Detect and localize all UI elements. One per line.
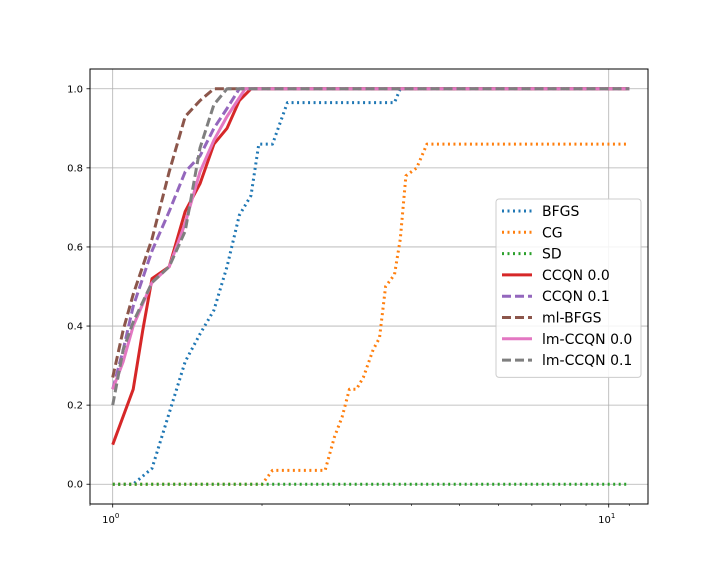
y-tick-label: 0.8 (67, 163, 83, 174)
legend-label: lm-CCQN 0.0 (542, 332, 632, 348)
series-line-lm-ccqn-0-1 (111, 87, 630, 406)
legend-label: CCQN 0.1 (542, 289, 610, 305)
legend-label: lm-CCQN 0.1 (542, 353, 632, 369)
x-tick-exponent: 0 (115, 512, 119, 520)
x-tick-label: 100 (102, 512, 119, 526)
series-line-cg (112, 142, 630, 486)
legend-label: BFGS (542, 204, 580, 220)
legend-label: SD (542, 247, 562, 263)
y-tick-label: 0.4 (67, 322, 83, 333)
legend-label: CG (542, 225, 563, 241)
x-tick-base: 10 (102, 515, 115, 526)
y-tick-label: 0.0 (67, 480, 83, 491)
y-tick-label: 0.2 (67, 401, 83, 412)
legend-label: CCQN 0.0 (542, 268, 610, 284)
x-tick-exponent: 1 (611, 512, 615, 520)
series-lines (111, 87, 630, 486)
legend-label: ml-BFGS (542, 311, 602, 327)
x-tick-base: 10 (598, 515, 611, 526)
series-line-ccqn-0-1 (111, 87, 630, 390)
legend: BFGS CG SD CCQN 0.0 CCQN 0.1 ml-BFGS lm-CCQN 0… (495, 198, 642, 378)
y-tick-label: 1.0 (67, 84, 83, 95)
plot-frame (89, 68, 649, 505)
x-tick-label: 101 (598, 512, 615, 526)
series-line-bfgs (112, 87, 630, 486)
series-line-ml-bfgs (111, 87, 630, 378)
y-tick-label: 0.6 (67, 242, 83, 253)
legend-box (495, 198, 642, 378)
